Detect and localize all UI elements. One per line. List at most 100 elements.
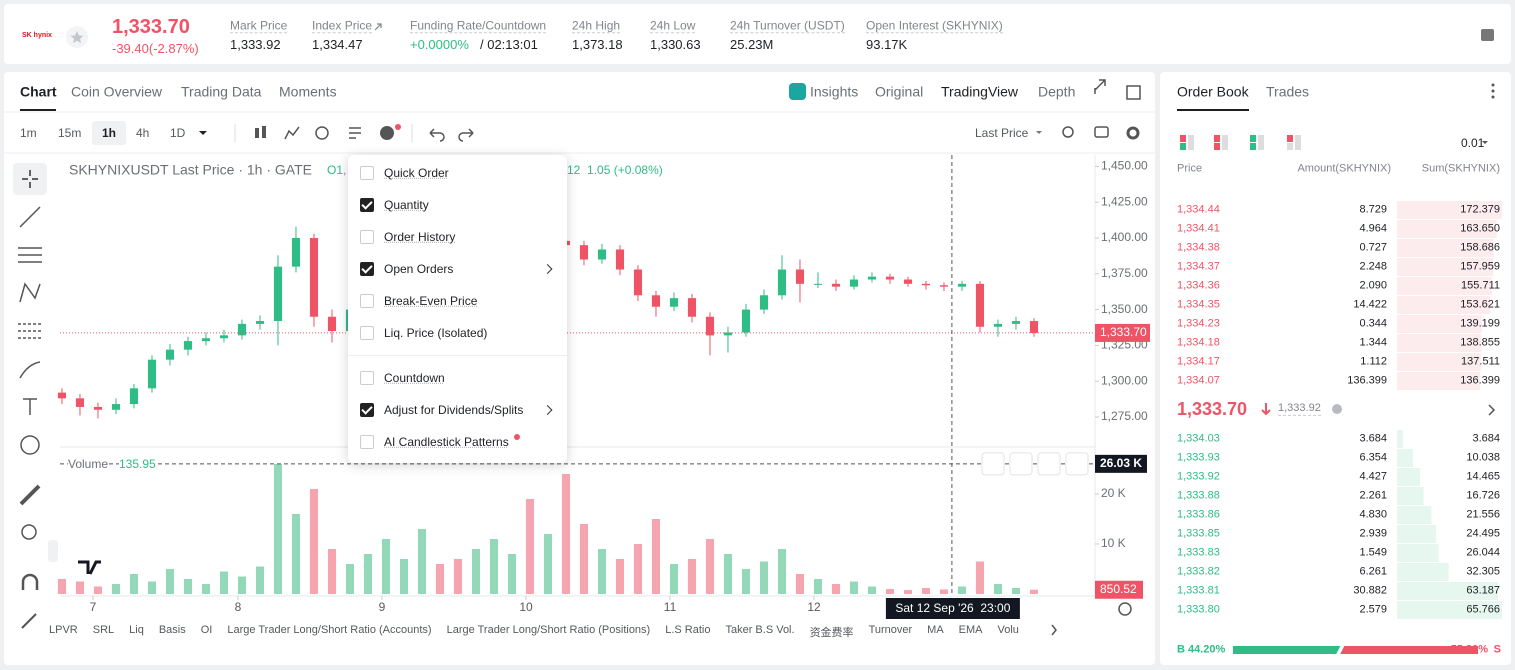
undo-icon[interactable] bbox=[429, 128, 445, 142]
add-icon[interactable] bbox=[380, 126, 394, 140]
indicator[interactable]: MA bbox=[927, 624, 944, 636]
interval[interactable]: 1D bbox=[170, 125, 186, 140]
crosshair-tool[interactable] bbox=[22, 170, 38, 188]
volume-bar bbox=[597, 549, 607, 594]
menu-item[interactable]: Quick Order bbox=[384, 165, 449, 180]
checkbox[interactable] bbox=[360, 166, 374, 180]
indicator[interactable]: SRL bbox=[92, 624, 115, 636]
menu-item[interactable]: Order History bbox=[384, 229, 456, 244]
tick-size-caret[interactable] bbox=[1482, 141, 1488, 144]
magnet-tool[interactable] bbox=[21, 573, 39, 590]
pane-button[interactable] bbox=[981, 452, 1005, 476]
menu-item[interactable]: Open Orders bbox=[384, 261, 454, 276]
checkbox[interactable] bbox=[360, 294, 374, 308]
pane-button[interactable] bbox=[1037, 452, 1061, 476]
indicator[interactable]: LPVR bbox=[49, 624, 78, 636]
price-source[interactable]: Last Price bbox=[975, 125, 1029, 140]
indicator[interactable]: Volu bbox=[997, 624, 1019, 636]
price-source-caret[interactable] bbox=[1036, 131, 1042, 134]
layout-icon[interactable] bbox=[1180, 135, 1186, 142]
brush-tool[interactable] bbox=[19, 361, 41, 379]
indicator[interactable]: 资金费率 bbox=[809, 627, 854, 639]
logo: SK hynix bbox=[22, 31, 52, 39]
layout-icon[interactable] bbox=[1214, 135, 1220, 142]
menu-item[interactable]: Break-Even Price bbox=[384, 293, 478, 308]
pane-button[interactable] bbox=[1009, 452, 1033, 476]
view-tab[interactable]: TradingView bbox=[941, 83, 1019, 100]
chart-tab[interactable]: Trading Data bbox=[181, 83, 262, 100]
chart-tab[interactable]: Chart bbox=[20, 83, 57, 100]
indicator[interactable]: Basis bbox=[158, 624, 186, 636]
menu-item[interactable]: Countdown bbox=[384, 370, 445, 385]
interval[interactable]: 4h bbox=[136, 125, 150, 140]
tick-size[interactable]: 0.01 bbox=[1461, 135, 1485, 150]
indicator-scroll[interactable] bbox=[1051, 624, 1057, 636]
pencil-tool[interactable] bbox=[21, 613, 37, 629]
text-tool[interactable] bbox=[23, 398, 37, 415]
collapse-tab[interactable] bbox=[48, 540, 58, 562]
refresh-icon[interactable] bbox=[315, 126, 329, 140]
pattern-tool[interactable] bbox=[19, 282, 41, 303]
expand-icon[interactable] bbox=[1094, 79, 1106, 94]
more-dot[interactable] bbox=[1491, 83, 1495, 87]
candle-body bbox=[1011, 321, 1021, 324]
indicator[interactable]: EMA bbox=[958, 624, 983, 636]
volume-bar bbox=[93, 586, 103, 594]
template-icon[interactable] bbox=[349, 127, 361, 139]
checkbox[interactable] bbox=[360, 403, 374, 417]
order-price: 1,333.83 bbox=[1177, 546, 1220, 559]
camera-icon[interactable] bbox=[1094, 126, 1109, 138]
view-tab[interactable]: Depth bbox=[1038, 83, 1076, 100]
axis-settings-icon[interactable] bbox=[1118, 602, 1132, 616]
settings-icon[interactable] bbox=[1126, 126, 1140, 140]
stat-value: 93.17K bbox=[866, 37, 908, 53]
menu-item[interactable]: Quantity bbox=[384, 197, 429, 212]
indicator[interactable]: Liq bbox=[129, 624, 144, 636]
layout-icon[interactable] bbox=[1287, 135, 1293, 142]
indicator[interactable]: OI bbox=[200, 624, 213, 636]
checkbox[interactable] bbox=[360, 230, 374, 244]
checkbox[interactable] bbox=[360, 262, 374, 276]
book-icon[interactable] bbox=[1481, 29, 1494, 41]
view-tab[interactable]: Original bbox=[875, 83, 924, 100]
candle-body bbox=[885, 276, 895, 280]
interval[interactable]: 1m bbox=[20, 125, 37, 140]
redo-icon[interactable] bbox=[458, 128, 474, 142]
window-icon[interactable] bbox=[1126, 85, 1141, 100]
interval[interactable]: 15m bbox=[58, 125, 82, 140]
menu-item[interactable]: Adjust for Dividends/Splits bbox=[384, 402, 524, 417]
fib-tool[interactable] bbox=[18, 323, 42, 339]
interval-caret[interactable] bbox=[199, 131, 207, 135]
checkbox[interactable] bbox=[360, 198, 374, 212]
indicator[interactable]: Turnover bbox=[868, 624, 913, 636]
menu-item[interactable]: AI Candlestick Patterns bbox=[384, 434, 509, 449]
chart-tab[interactable]: Coin Overview bbox=[71, 83, 163, 100]
indicator[interactable]: Taker B.S Vol. bbox=[725, 624, 795, 636]
line-tool[interactable] bbox=[19, 206, 41, 228]
zoom-tool[interactable] bbox=[21, 524, 37, 540]
menu-badge bbox=[514, 434, 520, 440]
emoji-tool[interactable] bbox=[20, 435, 40, 455]
indicator[interactable]: Large Trader Long/Short Ratio (Accounts) bbox=[227, 624, 432, 636]
indicator[interactable]: Large Trader Long/Short Ratio (Positions… bbox=[446, 624, 651, 636]
channel-tool[interactable] bbox=[18, 247, 42, 263]
layout-icon[interactable] bbox=[1250, 135, 1256, 142]
chart-tab[interactable]: Moments bbox=[279, 83, 337, 100]
interval[interactable]: 1h bbox=[102, 125, 117, 140]
search-icon[interactable] bbox=[1062, 126, 1074, 138]
view-tab[interactable]: Insights bbox=[810, 83, 859, 100]
checkbox[interactable] bbox=[360, 326, 374, 340]
menu-item[interactable]: Liq. Price (Isolated) bbox=[384, 325, 488, 340]
checkbox[interactable] bbox=[360, 371, 374, 385]
checkbox[interactable] bbox=[360, 435, 374, 449]
order-sum: 153.621 bbox=[1460, 298, 1500, 311]
ruler-tool[interactable] bbox=[19, 484, 41, 506]
candle-type-icon[interactable] bbox=[255, 128, 259, 138]
volume-bar bbox=[111, 584, 121, 594]
indicator[interactable]: L.S Ratio bbox=[665, 624, 711, 636]
order-book-tab[interactable]: Trades bbox=[1266, 83, 1310, 100]
pane-button[interactable] bbox=[1065, 452, 1089, 476]
indicator-icon[interactable] bbox=[284, 126, 300, 140]
order-book-tab[interactable]: Order Book bbox=[1177, 83, 1249, 100]
mid-arrow[interactable] bbox=[1488, 404, 1496, 416]
